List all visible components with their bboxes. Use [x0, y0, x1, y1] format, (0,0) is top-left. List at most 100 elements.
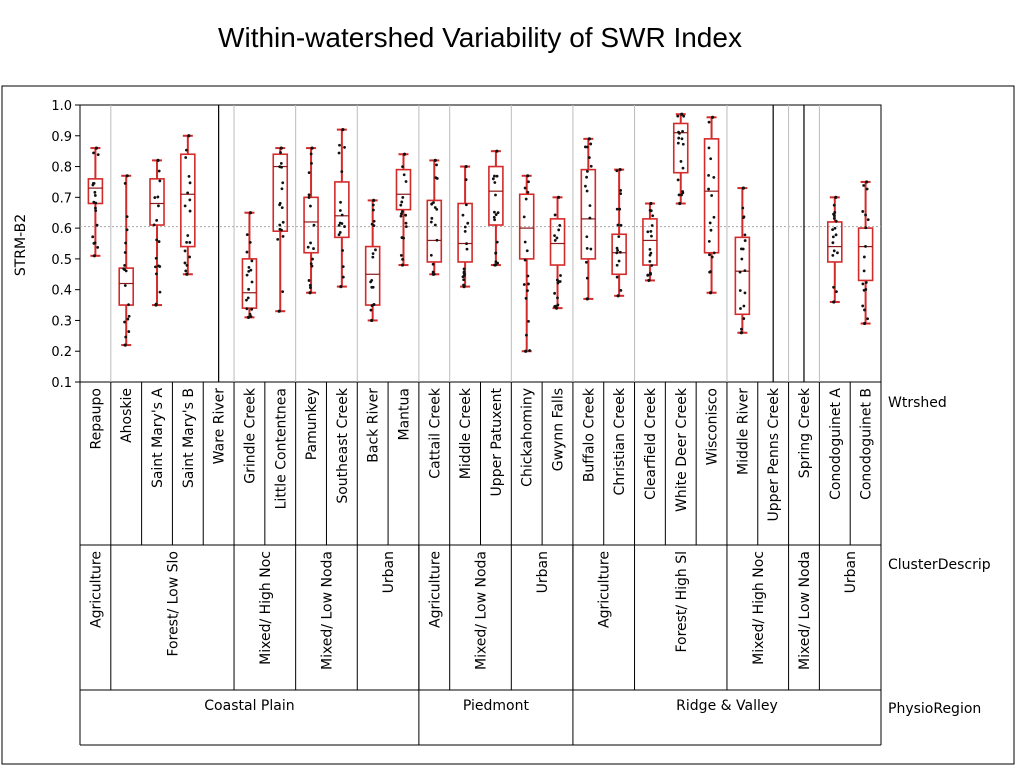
data-point: [465, 242, 468, 246]
data-point: [463, 229, 467, 233]
data-point: [338, 231, 342, 234]
data-point: [341, 128, 345, 132]
data-point: [404, 225, 408, 229]
data-point: [680, 137, 684, 141]
watershed-label: Saint Mary's A: [150, 388, 166, 488]
data-point: [831, 241, 835, 245]
data-point: [649, 230, 653, 233]
data-point: [308, 286, 312, 290]
data-point: [338, 221, 342, 225]
data-point: [248, 240, 252, 244]
data-point: [188, 181, 192, 185]
data-point: [682, 114, 686, 118]
data-point: [524, 296, 528, 300]
data-point: [433, 158, 437, 162]
data-point: [832, 203, 836, 207]
data-point: [557, 228, 561, 232]
data-point: [250, 259, 254, 263]
data-point: [615, 207, 619, 211]
data-point: [185, 148, 188, 152]
data-point: [429, 253, 433, 257]
data-point: [495, 240, 499, 244]
box-iqr: [303, 196, 319, 254]
data-point: [616, 294, 620, 298]
box-iqr: [272, 153, 289, 232]
data-point: [553, 291, 556, 295]
data-point: [678, 201, 682, 206]
data-point: [279, 161, 283, 165]
data-point: [185, 240, 189, 244]
data-point: [127, 314, 131, 318]
data-point: [281, 220, 285, 224]
data-point: [183, 204, 187, 208]
data-point: [493, 181, 497, 184]
data-point: [124, 269, 128, 273]
data-point: [555, 278, 559, 282]
cluster-label: Urban: [843, 551, 859, 593]
data-point: [372, 219, 376, 223]
data-point: [865, 187, 869, 191]
data-point: [494, 213, 498, 216]
data-point: [559, 274, 562, 277]
data-point: [310, 146, 314, 150]
cluster-label: Mixed/ High Noc: [751, 551, 767, 665]
data-point: [123, 284, 127, 287]
data-point: [583, 145, 587, 149]
data-point: [402, 173, 406, 177]
data-point: [710, 255, 714, 259]
data-point: [646, 273, 650, 277]
data-point: [708, 221, 712, 225]
data-point: [188, 255, 191, 259]
data-point: [404, 180, 408, 183]
data-point: [279, 151, 282, 154]
data-point: [400, 263, 405, 267]
data-point: [343, 145, 346, 149]
data-point: [618, 168, 622, 172]
data-point: [834, 219, 838, 223]
region-label: Piedmont: [463, 698, 530, 714]
box-17: [611, 168, 627, 298]
data-point: [372, 224, 376, 227]
data-point: [864, 226, 868, 230]
data-point: [523, 186, 527, 190]
data-point: [281, 235, 285, 238]
box-iqr: [642, 218, 658, 266]
data-point: [435, 163, 438, 167]
data-point: [339, 284, 343, 289]
data-point: [432, 201, 435, 204]
row-label-cluster: ClusterDescrip: [888, 557, 991, 573]
watershed-label: Upper Patuxent: [489, 388, 505, 497]
cluster-label: Mixed/ Low Noda: [319, 551, 335, 670]
watershed-label: Repaupo: [88, 388, 104, 450]
data-point: [307, 193, 311, 197]
data-point: [836, 251, 839, 255]
watershed-label: White Deer Creek: [674, 387, 690, 512]
row-label-region: PhysioRegion: [888, 701, 981, 717]
data-point: [94, 209, 98, 213]
data-point: [340, 170, 344, 174]
data-point: [528, 349, 531, 352]
watershed-label: Conodoguinet B: [859, 388, 875, 500]
data-point: [341, 249, 345, 252]
data-point: [464, 164, 468, 169]
box-iqr: [426, 199, 443, 263]
data-point: [307, 171, 311, 175]
cluster-label: Forest/ Low Slo: [165, 551, 181, 657]
data-point: [307, 196, 311, 199]
box-iqr: [734, 236, 751, 316]
data-point: [680, 193, 683, 197]
data-point: [743, 233, 747, 237]
data-point: [280, 187, 284, 191]
data-point: [832, 300, 836, 304]
data-point: [94, 146, 99, 150]
data-point: [309, 241, 312, 245]
data-point: [646, 230, 650, 234]
data-point: [461, 213, 465, 217]
data-point: [337, 233, 341, 237]
data-point: [309, 262, 313, 266]
data-point: [862, 288, 866, 292]
box-9: [364, 198, 381, 323]
watershed-label: Christian Creek: [612, 387, 628, 495]
box-24: [826, 195, 843, 304]
data-point: [183, 249, 187, 253]
